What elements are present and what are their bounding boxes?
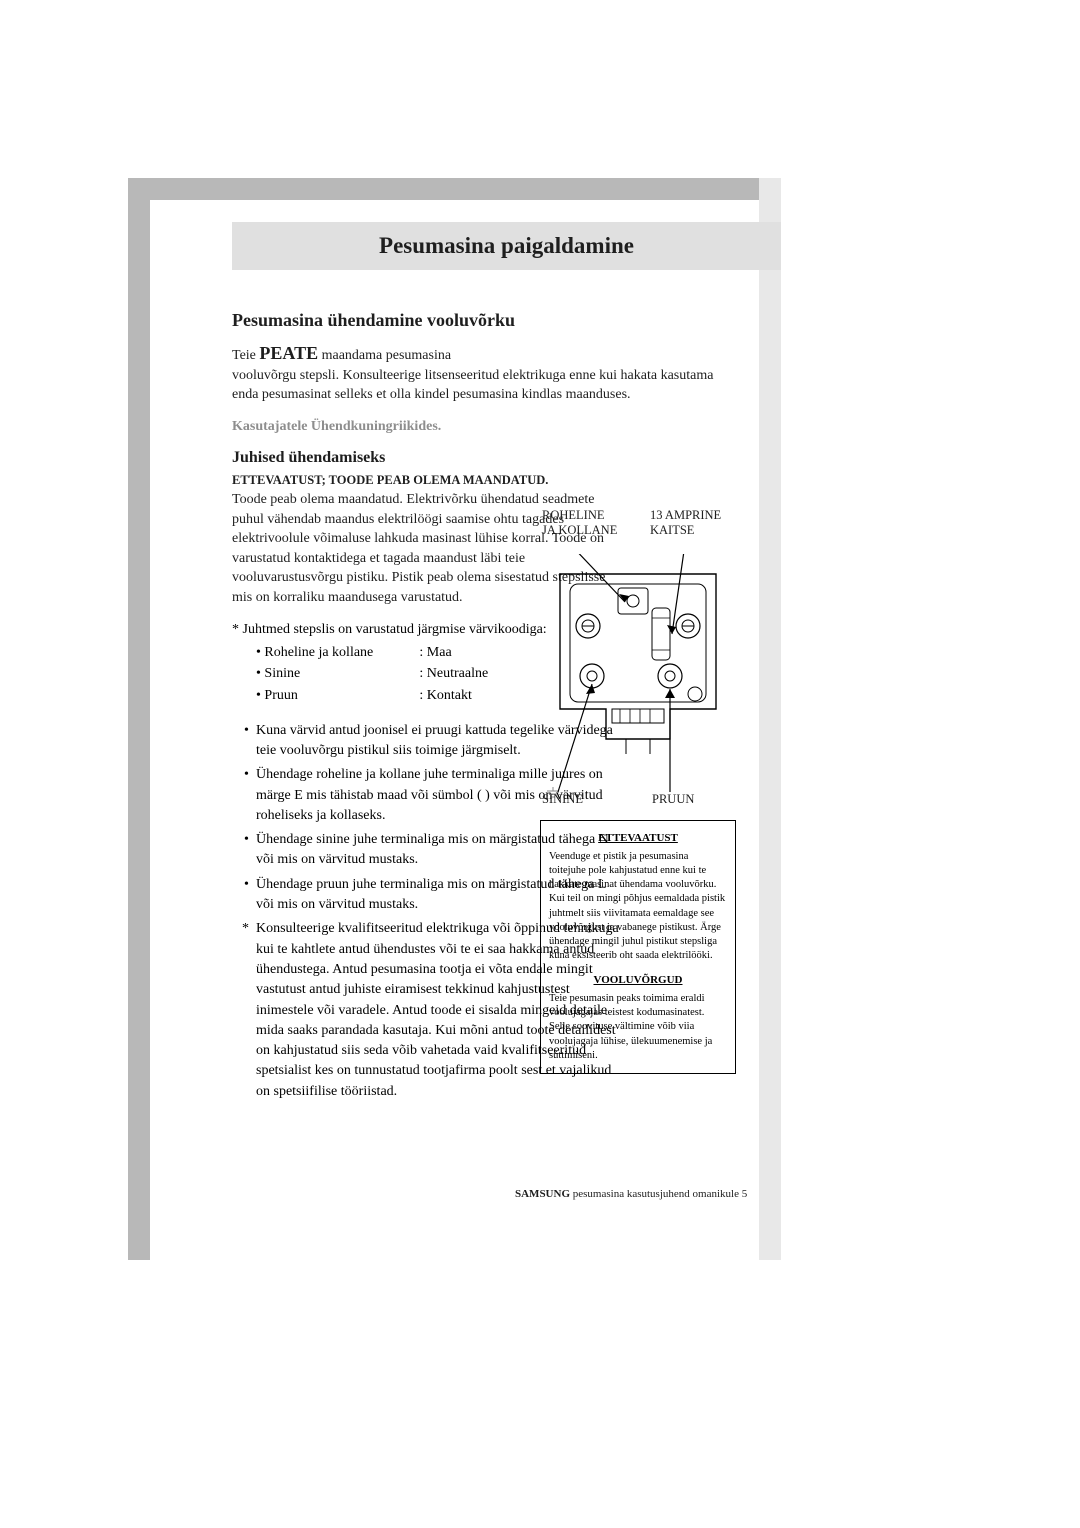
diagram-label-green-yellow: ROHELINE JA KOLLANE [542, 508, 617, 538]
footer-text: pesumasina kasutusjuhend omanikule 5 [570, 1188, 747, 1200]
section-title: Pesumasina ühendamine vooluvõrku [232, 310, 742, 331]
wire-name: Sinine [264, 663, 419, 685]
warning-heading-2: VOOLUVÕRGUD [549, 973, 727, 988]
diagram-label-blue: SININE [542, 792, 583, 807]
plug-diagram [540, 554, 736, 774]
wire-role: : Neutraalne [419, 666, 488, 681]
footer-brand: SAMSUNG [515, 1188, 570, 1200]
intro-prefix: Teie [232, 348, 259, 363]
warning-box: ETTEVAATUST Veenduge et pistik ja pesuma… [540, 820, 736, 1074]
region-note: Kasutajatele Ühendkuningriikides. [232, 419, 742, 435]
warning-para-2: Teie pesumasin peaks toimima eraldi vool… [549, 992, 727, 1063]
frame-top [128, 178, 781, 200]
sub-section-title: Juhised ühendamiseks [232, 449, 742, 467]
intro-suffix: maandama pesumasina [318, 348, 451, 363]
caution-caps: ETTEVAATUST; TOODE PEAB OLEMA MAANDATUD. [232, 473, 742, 488]
wire-role: : Kontakt [419, 688, 472, 703]
wire-name: Pruun [264, 685, 419, 707]
wire-role: : Maa [419, 645, 451, 660]
diagram-label-brown: PRUUN [652, 792, 694, 807]
frame-left [128, 178, 150, 1260]
wire-name: Roheline ja kollane [264, 642, 419, 664]
intro-para: vooluvõrgu stepsli. Konsulteerige litsen… [232, 366, 742, 405]
diagram-label-fuse: 13 AMPRINE KAITSE [650, 508, 721, 538]
frame-right [759, 178, 781, 1260]
intro-line: Teie PEATE maandama pesumasina [232, 341, 742, 366]
warning-heading-1: ETTEVAATUST [549, 831, 727, 846]
intro-emphasis: PEATE [259, 343, 318, 363]
page-footer: SAMSUNG pesumasina kasutusjuhend omaniku… [515, 1188, 747, 1200]
warning-para-1: Veenduge et pistik ja pesumasina toiteju… [549, 850, 727, 963]
page-title: Pesumasina paigaldamine [379, 233, 634, 259]
page-title-banner: Pesumasina paigaldamine [232, 222, 781, 270]
